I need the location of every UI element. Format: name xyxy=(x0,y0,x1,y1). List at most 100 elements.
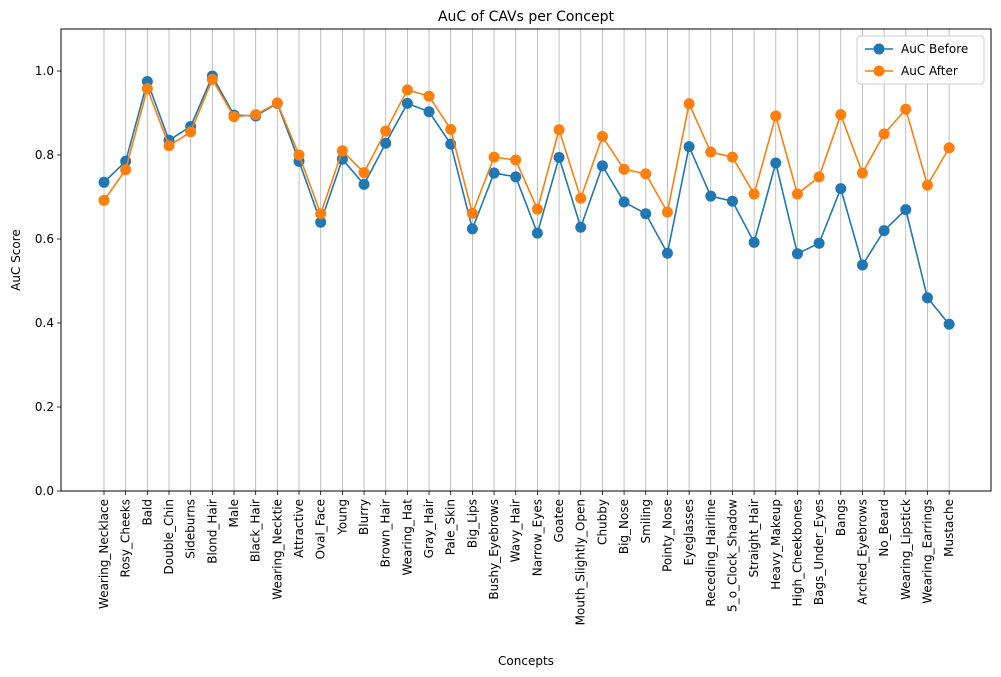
data-point xyxy=(293,149,305,161)
x-tick-label: No_Beard xyxy=(877,499,891,557)
data-point xyxy=(98,176,110,188)
data-point xyxy=(185,126,197,138)
data-point xyxy=(661,206,673,218)
data-point xyxy=(921,179,933,191)
x-tick-label: Bags_Under_Eyes xyxy=(812,499,826,605)
x-tick-label: Bald xyxy=(140,499,154,526)
x-tick-label: Pointy_Nose xyxy=(660,499,674,572)
data-point xyxy=(271,97,283,109)
data-point xyxy=(596,160,608,172)
x-tick-label: Heavy_Makeup xyxy=(769,499,783,590)
data-point xyxy=(206,73,218,85)
x-tick-label: Arched_Eyebrows xyxy=(855,499,869,605)
chart-title: AuC of CAVs per Concept xyxy=(438,9,615,25)
data-point xyxy=(770,110,782,122)
y-tick-label: 1.0 xyxy=(35,64,54,78)
data-point xyxy=(423,106,435,118)
y-tick-label: 0.6 xyxy=(35,232,54,246)
data-point xyxy=(705,190,717,202)
data-point xyxy=(661,247,673,259)
data-point xyxy=(791,248,803,260)
data-point xyxy=(943,142,955,154)
data-point xyxy=(726,151,738,163)
data-point xyxy=(575,221,587,233)
data-point xyxy=(401,97,413,109)
x-tick-label: Wearing_Necklace xyxy=(97,499,111,609)
x-tick-label: Big_Lips xyxy=(465,499,479,548)
x-tick-label: Young xyxy=(335,499,349,536)
x-tick-label: Bangs xyxy=(834,499,848,536)
x-tick-label: Blond_Hair xyxy=(205,499,219,564)
legend-marker xyxy=(873,43,885,55)
x-tick-label: Rosy_Cheeks xyxy=(119,499,133,577)
x-tick-label: Oval_Face xyxy=(314,499,328,559)
data-point xyxy=(98,194,110,206)
x-tick-label: Wearing_Earrings xyxy=(920,499,934,604)
y-axis: 0.0 0.2 0.4 0.6 0.8 1.0 xyxy=(35,64,61,498)
x-tick-label: Blurry xyxy=(357,499,371,535)
x-tick-label: Black_Hair xyxy=(249,499,263,562)
data-point xyxy=(921,292,933,304)
x-tick-label: High_Cheekbones xyxy=(790,499,804,606)
data-point xyxy=(726,195,738,207)
data-point xyxy=(401,84,413,96)
legend-label: AuC After xyxy=(901,64,958,78)
legend-frame xyxy=(856,35,985,85)
data-point xyxy=(553,124,565,136)
data-point xyxy=(358,178,370,190)
x-tick-label: Receding_Hairline xyxy=(704,499,718,607)
data-point xyxy=(531,203,543,215)
x-tick-label: Bushy_Eyebrows xyxy=(487,499,501,600)
data-point xyxy=(510,171,522,183)
data-point xyxy=(683,98,695,110)
x-tick-label: 5_o_Clock_Shadow xyxy=(725,499,739,612)
x-tick-label: Wearing_Hat xyxy=(400,499,414,576)
x-tick-label: Pale_Skin xyxy=(444,499,458,555)
legend: AuC Before AuC After xyxy=(856,35,985,85)
data-point xyxy=(358,167,370,179)
x-tick-label: Chubby xyxy=(595,499,609,545)
data-point xyxy=(900,204,912,216)
data-point xyxy=(380,125,392,137)
x-axis: Wearing_Necklace Rosy_Cheeks Bald Double_Ch… xyxy=(97,491,956,625)
data-point xyxy=(770,157,782,169)
data-point xyxy=(878,225,890,237)
plot-frame xyxy=(60,28,992,492)
series-line xyxy=(103,77,950,217)
x-tick-label: Wavy_Hair xyxy=(509,499,523,562)
data-point xyxy=(488,151,500,163)
data-point xyxy=(878,128,890,140)
data-point xyxy=(315,208,327,220)
data-point xyxy=(445,123,457,135)
data-point xyxy=(575,192,587,204)
legend-label: AuC Before xyxy=(901,42,968,56)
x-tick-label: Mouth_Slightly_Open xyxy=(574,499,588,625)
x-tick-label: Wearing_Necktie xyxy=(270,499,284,600)
x-tick-label: Brown_Hair xyxy=(379,499,393,567)
data-point xyxy=(900,103,912,115)
x-tick-label: Double_Chin xyxy=(162,499,176,574)
data-point xyxy=(618,196,630,208)
data-point xyxy=(813,171,825,183)
x-tick-label: Narrow_Eyes xyxy=(530,499,544,576)
x-tick-label: Goatee xyxy=(552,499,566,542)
data-point xyxy=(488,167,500,179)
data-point xyxy=(250,109,262,121)
data-point xyxy=(510,154,522,166)
x-tick-label: Sideburns xyxy=(184,499,198,559)
data-point xyxy=(813,237,825,249)
data-point xyxy=(856,259,868,271)
data-point xyxy=(791,188,803,200)
legend-marker xyxy=(873,65,885,77)
y-tick-label: 0.2 xyxy=(35,400,54,414)
data-point xyxy=(683,141,695,153)
x-tick-label: Wearing_Lipstick xyxy=(899,499,913,600)
data-point xyxy=(748,236,760,248)
data-point xyxy=(596,131,608,143)
data-point xyxy=(466,223,478,235)
x-tick-label: Straight_Hair xyxy=(747,499,761,578)
y-tick-label: 0.0 xyxy=(35,484,54,498)
data-point xyxy=(531,227,543,239)
